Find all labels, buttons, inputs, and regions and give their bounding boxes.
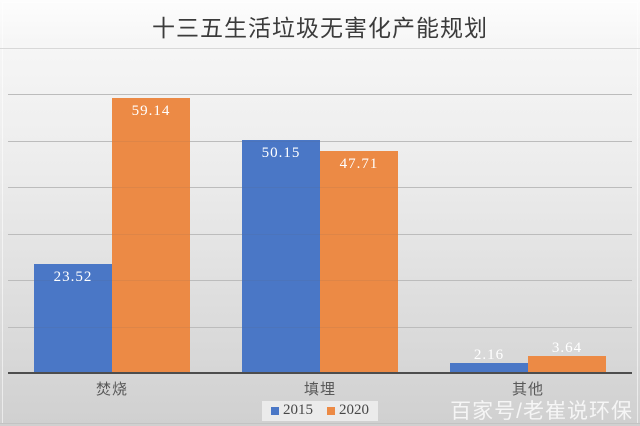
bar-2020-填埋 (320, 151, 398, 373)
bar-value-2015-焚烧: 23.52 (53, 269, 93, 285)
x-axis-line (8, 372, 632, 374)
bottom-edge-line (0, 423, 640, 424)
category-label-其他: 其他 (511, 382, 544, 398)
gridline-overlay-10 (8, 326, 632, 328)
bar-value-2020-焚烧: 59.14 (131, 103, 171, 119)
bar-2015-填埋 (242, 140, 320, 373)
category-label-焚烧: 焚烧 (95, 382, 128, 398)
bar-2020-焚烧 (112, 98, 190, 373)
gridline-overlay-30 (8, 233, 632, 235)
legend-item-2015: 2015 (271, 402, 313, 419)
bar-2020-其他 (528, 356, 606, 373)
gridline-overlay-50 (8, 140, 632, 142)
bar-2015-其他 (450, 363, 528, 373)
legend-item-2020: 2020 (327, 402, 369, 419)
bar-value-2015-其他: 2.16 (473, 347, 505, 363)
bar-value-2020-其他: 3.64 (551, 340, 583, 356)
gridline-overlay-60 (8, 94, 632, 95)
legend-label-2015: 2015 (283, 402, 313, 418)
bar-value-2020-填埋: 47.71 (339, 156, 379, 172)
bar-2015-焚烧 (34, 264, 112, 373)
watermark-text: 百家号/老崔说环保 (450, 400, 633, 423)
gridline-overlay-20 (8, 280, 632, 281)
chart-title: 十三五生活垃圾无害化产能规划 (152, 16, 488, 41)
chart-legend: 2015 2020 (262, 401, 378, 421)
gridline-overlay-40 (8, 187, 632, 188)
gridline-50 (8, 140, 632, 142)
legend-label-2020: 2020 (339, 402, 369, 418)
legend-swatch-2020 (327, 406, 335, 415)
legend-swatch-2015 (271, 406, 279, 415)
title-separator (0, 48, 640, 49)
bar-value-2015-填埋: 50.15 (261, 145, 301, 161)
category-label-填埋: 填埋 (303, 382, 336, 398)
gridline-60 (8, 94, 632, 95)
